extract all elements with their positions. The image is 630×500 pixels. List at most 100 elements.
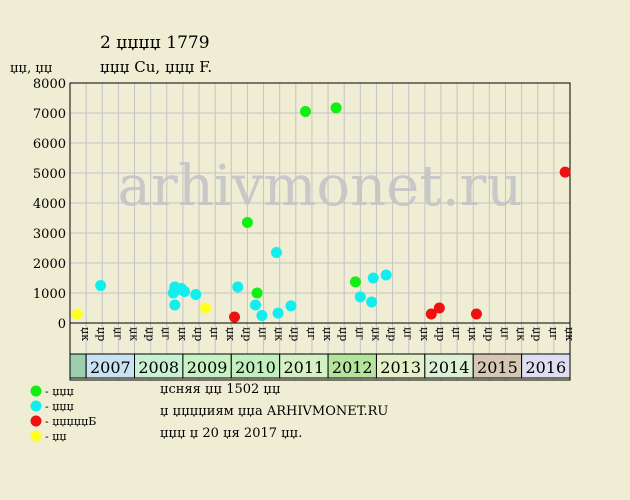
year-cell: [134, 353, 184, 379]
period-label: џг: [111, 327, 124, 340]
period-label: џг: [402, 327, 415, 340]
point: [95, 280, 107, 291]
y-tick-label: 2000: [33, 257, 66, 272]
period-label: џг: [498, 327, 511, 340]
year-label: 2008: [138, 358, 179, 377]
first-year-cell: [69, 353, 87, 379]
legend-marker: [30, 430, 42, 442]
period-label: џр: [240, 327, 253, 341]
legend-marker: [30, 415, 42, 427]
watermark: arhivmonet.ru: [118, 154, 523, 219]
note: џ џџџџиям џџа ARHIVMONET.RU: [160, 404, 388, 419]
year-label: 2010: [235, 358, 276, 377]
period-label: џр: [144, 327, 157, 341]
year-cell: [472, 353, 523, 379]
chart-subtitle: џџџ Cu, џџџ F.: [100, 58, 212, 76]
y-axis-label: џџ, џџ: [10, 61, 53, 76]
point: [433, 302, 445, 314]
legend-label: - џџ: [45, 430, 67, 443]
period-label: џк: [369, 327, 382, 341]
year-cell: [182, 353, 232, 379]
point: [71, 308, 83, 320]
point: [270, 247, 282, 258]
chart-title: 2 џџџџ 1779: [100, 33, 210, 53]
period-label: џг: [353, 327, 366, 340]
point: [272, 307, 284, 319]
period-label: џг: [450, 327, 463, 340]
legend-label: - џџџ: [45, 385, 74, 398]
point: [232, 281, 244, 293]
year-label: 2013: [380, 358, 421, 377]
period-label: џк: [321, 327, 334, 341]
point: [559, 166, 571, 178]
period-label: џг: [305, 327, 318, 340]
point: [169, 299, 181, 311]
period-label: џр: [192, 327, 205, 341]
period-label: џг: [256, 327, 269, 340]
year-cell: [375, 353, 426, 379]
year-label: 2007: [90, 358, 131, 377]
point: [229, 311, 241, 323]
year-label: 2009: [187, 358, 228, 377]
period-label: џр: [482, 327, 495, 341]
note: џcняя џџ 1502 џџ: [160, 382, 281, 397]
point: [470, 308, 482, 320]
period-label: џр: [289, 327, 302, 341]
point: [241, 217, 253, 228]
y-tick-label: 1000: [33, 287, 66, 302]
period-label: џр: [337, 327, 350, 341]
y-tick-label: 3000: [33, 227, 66, 242]
point: [367, 272, 379, 284]
point: [366, 296, 378, 308]
period-label: џк: [466, 327, 479, 341]
point: [251, 287, 263, 299]
point: [199, 302, 211, 314]
y-tick-label: 0: [58, 317, 66, 332]
year-label: 2016: [525, 358, 566, 377]
year-cell: [424, 353, 474, 379]
y-tick-label: 5000: [33, 167, 66, 182]
y-tick-label: 7000: [33, 107, 66, 122]
y-tick-label: 4000: [33, 197, 66, 212]
period-label: џг: [160, 327, 173, 340]
period-label: џр: [386, 327, 399, 341]
point: [179, 286, 191, 297]
point: [285, 300, 297, 312]
year-label: 2015: [477, 358, 518, 377]
point: [249, 299, 261, 311]
point: [380, 269, 392, 281]
plot-frame: [69, 82, 571, 381]
point: [299, 106, 311, 117]
legend-marker: [30, 385, 42, 397]
period-label: џк: [224, 327, 237, 341]
period-label: џк: [127, 327, 140, 341]
note: џџџ џ 20 џя 2017 џџ.: [160, 426, 302, 441]
y-tick-label: 8000: [33, 77, 66, 92]
period-label: џг: [208, 327, 221, 340]
period-label: џк: [563, 327, 576, 341]
period-label: џк: [273, 327, 286, 341]
point: [354, 291, 366, 303]
year-cell: [230, 353, 281, 379]
period-label: џк: [79, 327, 92, 341]
y-tick-label: 6000: [33, 137, 66, 152]
year-label: 2012: [332, 358, 373, 377]
period-label: џг: [547, 327, 560, 340]
point: [330, 102, 342, 114]
period-label: џр: [434, 327, 447, 341]
point: [256, 310, 268, 321]
point: [190, 289, 202, 300]
legend-label: - џџџ: [45, 400, 74, 413]
legend-label: - џџџџџБ: [45, 415, 96, 428]
period-label: џр: [95, 327, 108, 341]
period-label: џр: [531, 327, 544, 341]
point: [349, 276, 361, 288]
year-label: 2011: [284, 358, 325, 377]
period-label: џк: [418, 327, 431, 341]
point: [425, 308, 437, 320]
year-cell: [327, 353, 377, 379]
period-label: џк: [176, 327, 189, 341]
year-label: 2014: [429, 358, 470, 377]
